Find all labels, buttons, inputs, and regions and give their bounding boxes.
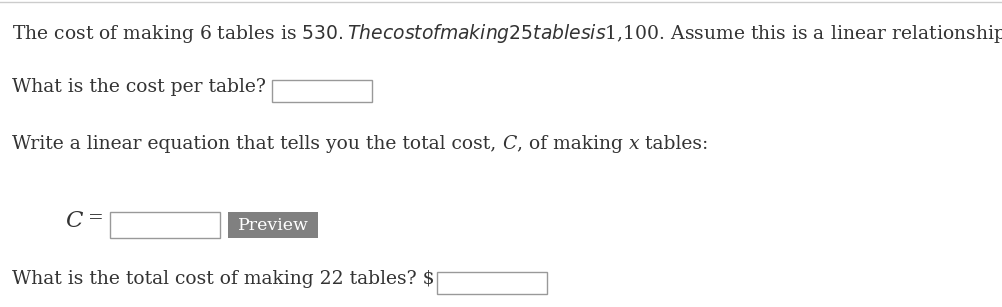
Text: Write a linear equation that tells you the total cost,: Write a linear equation that tells you t… bbox=[12, 135, 502, 153]
Text: What is the total cost of making 22 tables? $: What is the total cost of making 22 tabl… bbox=[12, 270, 434, 288]
Text: C: C bbox=[502, 135, 516, 153]
Text: What is the cost per table?: What is the cost per table? bbox=[12, 78, 266, 96]
Bar bbox=[228, 212, 318, 238]
Bar bbox=[272, 80, 372, 102]
Text: The cost of making 6 tables is $530. The cost of making 25 tables is $1,100. Ass: The cost of making 6 tables is $530. The… bbox=[12, 22, 1002, 45]
Text: tables:: tables: bbox=[638, 135, 707, 153]
Bar bbox=[110, 212, 220, 238]
Bar bbox=[436, 272, 546, 294]
Text: , of making: , of making bbox=[516, 135, 628, 153]
Text: x: x bbox=[628, 135, 638, 153]
Text: C: C bbox=[65, 210, 82, 232]
Text: =: = bbox=[82, 209, 104, 227]
Text: Preview: Preview bbox=[237, 216, 309, 234]
